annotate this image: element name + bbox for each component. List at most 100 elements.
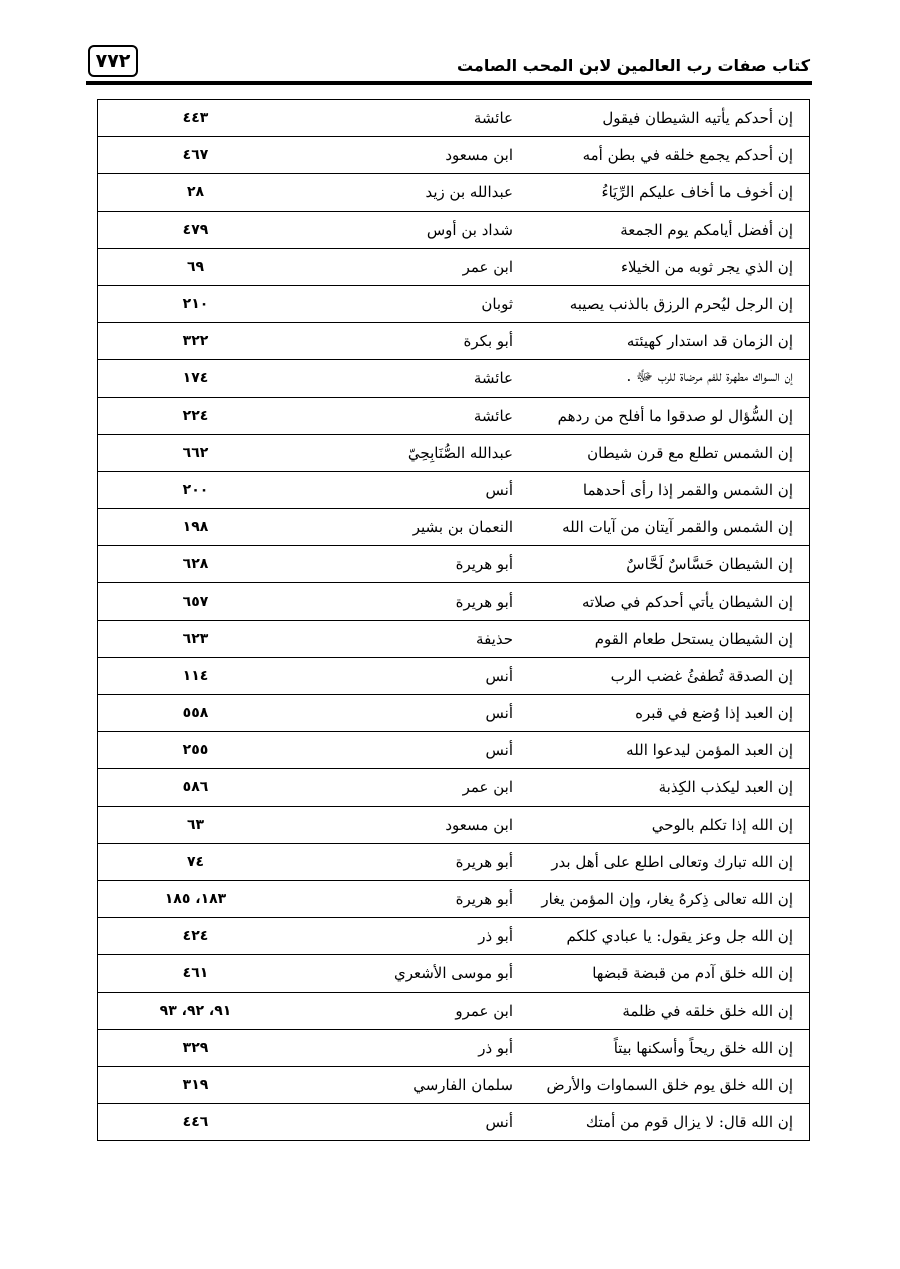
hadith-text: إن الشيطان حَسَّاسٌ لَحَّاسٌ [523, 545, 810, 584]
hadith-text: إن السواك مطهرة للفم مرضاة للرب ﷻ . [523, 359, 810, 398]
hadith-text: إن الشيطان يأتي أحدكم في صلاته [523, 582, 810, 621]
narrator: شداد بن أوس [233, 211, 523, 249]
page-refs: ٦٣ [97, 806, 233, 844]
table-row: إن الذي يجر ثوبه من الخيلاء ابن عمر ٦٩ [97, 248, 810, 286]
table-row: إن العبد المؤمن ليدعوا الله أنس ٢٥٥ [97, 731, 810, 770]
page-refs: ٢٨ [97, 173, 233, 212]
narrator: عائشة [233, 397, 523, 435]
narrator: ابن مسعود [233, 136, 523, 175]
narrator: أنس [233, 471, 523, 510]
table-row: إن الله قال: لا يزال قوم من أمتك أنس ٤٤٦ [97, 1103, 810, 1142]
page-refs: ٦٢٨ [97, 545, 233, 584]
table-row: إن الشمس تطلع مع قرن شيطان عبدالله الصُّن… [97, 434, 810, 472]
page-refs: ٤٤٣ [97, 99, 233, 138]
table-row: إن أفضل أيامكم يوم الجمعة شداد بن أوس ٤٧٩ [97, 211, 810, 249]
table-row: إن الله خلق خلقه في ظلمة ابن عمرو ٩١، ٩٢، … [97, 992, 810, 1030]
page-refs: ١١٤ [97, 657, 233, 696]
table-row: إن الله تبارك وتعالى اطلع على أهل بدر أبو… [97, 843, 810, 881]
table-row: إن السُّؤال لو صدقوا ما أفلح من ردهم عائش… [97, 397, 810, 435]
narrator: أنس [233, 694, 523, 733]
hadith-text: إن أحدكم يأتيه الشيطان فيقول [523, 99, 810, 138]
narrator: ابن عمر [233, 248, 523, 286]
table-row: إن الله خلق ريحاً وأسكنها بيتاً أبو ذر ٣٢٩ [97, 1029, 810, 1067]
book-title: كتاب صفات رب العالمين لابن المحب الصامت [456, 56, 810, 75]
page-refs: ٣١٩ [97, 1066, 233, 1105]
page-refs: ١٩٨ [97, 508, 233, 547]
page-refs: ٢٠٠ [97, 471, 233, 510]
narrator: أبو هريرة [233, 843, 523, 881]
hadith-text: إن العبد إذا وُضع في قبره [523, 694, 810, 733]
table-row: إن الشيطان يأتي أحدكم في صلاته أبو هريرة ٦… [97, 582, 810, 621]
narrator: أنس [233, 657, 523, 696]
hadith-text: إن أفضل أيامكم يوم الجمعة [523, 211, 810, 249]
table-row: إن الله خلق آدم من قبضة قبضها أبو موسى ال… [97, 954, 810, 993]
page-refs: ٧٤ [97, 843, 233, 881]
narrator: عائشة [233, 99, 523, 138]
narrator: ابن عمر [233, 768, 523, 807]
hadith-text: إن الشمس والقمر إذا رأى أحدهما [523, 471, 810, 510]
hadith-text: إن الله تبارك وتعالى اطلع على أهل بدر [523, 843, 810, 881]
hadith-text: إن الصدقة تُطفئُ غضب الرب [523, 657, 810, 696]
page-number: ٧٧٢ [88, 45, 138, 77]
page-refs: ٩١، ٩٢، ٩٣ [97, 992, 233, 1030]
page-refs: ٣٢٩ [97, 1029, 233, 1067]
table-row: إن العبد ليكذب الكِذبة ابن عمر ٥٨٦ [97, 768, 810, 807]
narrator: أنس [233, 731, 523, 770]
table-row: إن الشمس والقمر آيتان من آيات الله النعما… [97, 508, 810, 547]
hadith-text: إن الله خلق آدم من قبضة قبضها [523, 954, 810, 993]
narrator: عائشة [233, 359, 523, 398]
table-row: إن الله خلق يوم خلق السماوات والأرض سلمان… [97, 1066, 810, 1105]
table-row: إن الرجل ليُحرم الرزق بالذنب يصيبه ثوبان ٢… [97, 285, 810, 324]
narrator: أنس [233, 1103, 523, 1142]
page-refs: ١٨٣، ١٨٥ [97, 880, 233, 919]
page-refs: ٦٩ [97, 248, 233, 286]
page-refs: ٤٦٧ [97, 136, 233, 175]
hadith-text: إن الشمس والقمر آيتان من آيات الله [523, 508, 810, 547]
hadith-text: إن الله تعالى ذِكرهُ يغار، وإن المؤمن يغ… [523, 880, 810, 919]
page-refs: ٥٥٨ [97, 694, 233, 733]
narrator: أبو بكرة [233, 322, 523, 361]
header-rule [86, 81, 812, 85]
narrator: حذيفة [233, 620, 523, 658]
narrator: أبو ذر [233, 917, 523, 956]
narrator: ابن عمرو [233, 992, 523, 1030]
narrator: النعمان بن بشير [233, 508, 523, 547]
table-row: إن الله إذا تكلم بالوحي ابن مسعود ٦٣ [97, 806, 810, 844]
hadith-text: إن الله خلق ريحاً وأسكنها بيتاً [523, 1029, 810, 1067]
narrator: أبو ذر [233, 1029, 523, 1067]
page-refs: ١٧٤ [97, 359, 233, 398]
table-row: إن أخوف ما أخاف عليكم الرِّيَاءُ عبدالله … [97, 173, 810, 212]
table-row: إن أحدكم يجمع خلقه في بطن أمه ابن مسعود ٤٦… [97, 136, 810, 175]
table-row: إن الشمس والقمر إذا رأى أحدهما أنس ٢٠٠ [97, 471, 810, 510]
hadith-text: إن الله خلق خلقه في ظلمة [523, 992, 810, 1030]
table-row: إن أحدكم يأتيه الشيطان فيقول عائشة ٤٤٣ [97, 99, 810, 138]
page-refs: ٤٦١ [97, 954, 233, 993]
page-refs: ٢١٠ [97, 285, 233, 324]
hadith-text: إن الذي يجر ثوبه من الخيلاء [523, 248, 810, 286]
table-row: إن الله تعالى ذِكرهُ يغار، وإن المؤمن يغ… [97, 880, 810, 919]
table-row: إن الصدقة تُطفئُ غضب الرب أنس ١١٤ [97, 657, 810, 696]
narrator: أبو موسى الأشعري [233, 954, 523, 993]
narrator: سلمان الفارسي [233, 1066, 523, 1105]
hadith-text: إن أخوف ما أخاف عليكم الرِّيَاءُ [523, 173, 810, 212]
hadith-text: إن الشيطان يستحل طعام القوم [523, 620, 810, 658]
table-row: إن الشيطان يستحل طعام القوم حذيفة ٦٢٣ [97, 620, 810, 658]
table-row: إن الله جل وعز يقول: يا عبادي كلكم أبو ذر… [97, 917, 810, 956]
page-refs: ٦٥٧ [97, 582, 233, 621]
narrator: أبو هريرة [233, 545, 523, 584]
narrator: عبدالله بن زيد [233, 173, 523, 212]
hadith-text: إن الله خلق يوم خلق السماوات والأرض [523, 1066, 810, 1105]
page-refs: ٦٦٢ [97, 434, 233, 472]
hadith-text: إن الزمان قد استدار كهيئته [523, 322, 810, 361]
page-refs: ٢٥٥ [97, 731, 233, 770]
page-refs: ٣٢٢ [97, 322, 233, 361]
hadith-index-table: إن أحدكم يأتيه الشيطان فيقول عائشة ٤٤٣ إن أ… [97, 99, 810, 1142]
page-refs: ٤٢٤ [97, 917, 233, 956]
narrator: عبدالله الصُّنَابِحِيّ [233, 434, 523, 472]
page-refs: ٥٨٦ [97, 768, 233, 807]
narrator: أبو هريرة [233, 880, 523, 919]
hadith-text: إن العبد ليكذب الكِذبة [523, 768, 810, 807]
hadith-text: إن الرجل ليُحرم الرزق بالذنب يصيبه [523, 285, 810, 324]
table-row: إن السواك مطهرة للفم مرضاة للرب ﷻ . عائشة… [97, 359, 810, 398]
narrator: أبو هريرة [233, 582, 523, 621]
